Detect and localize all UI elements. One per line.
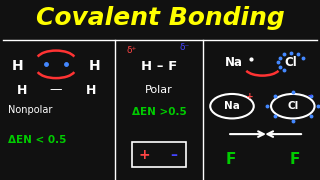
Text: —: — [50, 84, 62, 96]
Text: ΔEN < 0.5: ΔEN < 0.5 [8, 135, 66, 145]
Text: ΔEN >0.5: ΔEN >0.5 [132, 107, 187, 117]
Text: +: + [139, 148, 151, 162]
Text: F: F [225, 152, 236, 167]
Text: H: H [12, 59, 23, 73]
Text: Na: Na [224, 101, 240, 111]
Text: H – F: H – F [141, 60, 177, 73]
Text: Polar: Polar [145, 85, 173, 95]
Circle shape [210, 94, 254, 118]
Text: +: + [245, 92, 253, 101]
Text: Covalent Bonding: Covalent Bonding [36, 6, 284, 30]
Circle shape [271, 94, 315, 118]
Text: Cl: Cl [287, 101, 299, 111]
Text: H: H [89, 59, 100, 73]
Bar [132, 142, 186, 167]
Text: δ⁺: δ⁺ [127, 46, 137, 55]
Text: δ⁻: δ⁻ [180, 43, 190, 52]
Text: H: H [17, 84, 28, 96]
Text: Nonpolar: Nonpolar [8, 105, 52, 115]
Text: –: – [308, 92, 312, 101]
Text: –: – [170, 148, 177, 162]
Text: H: H [86, 84, 96, 96]
Text: F: F [289, 152, 300, 167]
Text: Cl: Cl [285, 56, 298, 69]
Text: Na: Na [225, 56, 243, 69]
